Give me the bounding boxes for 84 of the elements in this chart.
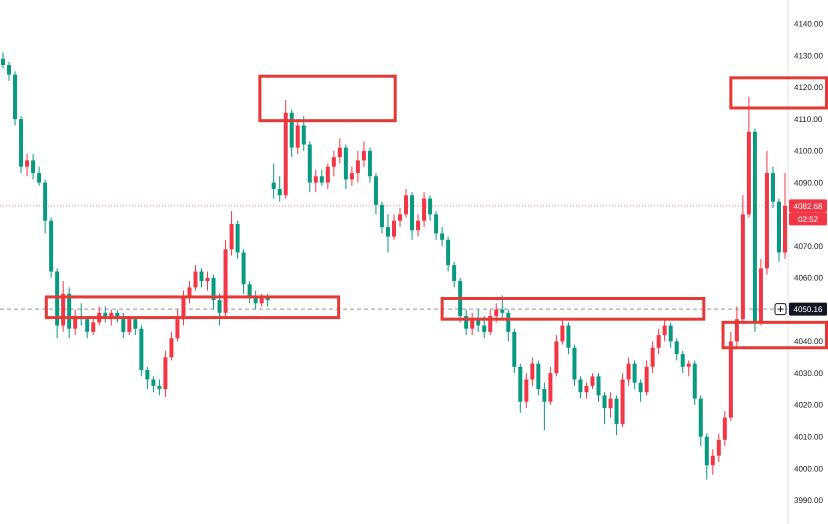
candlestick [1, 52, 5, 69]
candlestick [398, 208, 402, 228]
candlestick [716, 432, 721, 463]
candlestick [314, 169, 318, 193]
candlestick [386, 214, 390, 253]
candlestick [566, 322, 570, 355]
y-tick-label: 3990.00 [794, 496, 824, 506]
ref-line-label: 4050.16 [794, 305, 824, 314]
candlestick [151, 376, 156, 393]
candlestick [686, 360, 691, 377]
candlestick [302, 115, 306, 152]
candlestick [332, 150, 336, 177]
candlestick [560, 318, 564, 346]
candlestick [590, 372, 594, 390]
candlestick [638, 379, 643, 402]
candlestick [103, 306, 108, 323]
y-tick-label: 4100.00 [794, 146, 824, 156]
candlestick [200, 268, 204, 288]
candlestick [392, 214, 396, 240]
candlestick [434, 210, 438, 240]
candlestick [494, 302, 498, 323]
candlestick [338, 138, 342, 164]
candlestick [145, 366, 150, 390]
candlestick [578, 376, 582, 400]
candlestick [440, 226, 444, 247]
candlestick [31, 154, 36, 180]
candlestick [662, 318, 667, 342]
candlestick [169, 331, 174, 361]
candlestick [482, 315, 486, 339]
candlestick [422, 192, 426, 228]
candlestick [626, 356, 631, 386]
candlestick [404, 188, 408, 218]
candlestick [175, 309, 180, 342]
candlestick [608, 392, 613, 418]
candlestick [596, 372, 601, 402]
y-tick-label: 4110.00 [794, 114, 823, 124]
candlestick [680, 350, 685, 374]
candlestick [206, 271, 210, 292]
y-tick-label: 4040.00 [794, 337, 824, 346]
candlestick [452, 262, 456, 288]
candlestick [25, 154, 30, 177]
y-tick-label: 4010.00 [794, 432, 824, 442]
candlestick [380, 201, 384, 234]
candlestick [218, 293, 222, 326]
y-tick-label: 4060.00 [794, 274, 824, 283]
candlestick [656, 328, 661, 355]
annotation: 02:52 [798, 214, 819, 224]
candlestick [428, 194, 432, 222]
candlestick [7, 61, 12, 82]
candlestick [320, 169, 324, 186]
candlestick [650, 340, 655, 374]
y-tick-label: 4020.00 [794, 400, 824, 410]
candlestick [121, 312, 126, 339]
candlestick [157, 379, 162, 396]
candlestick [326, 163, 330, 190]
ref-line-label: 4082.68 [794, 202, 824, 211]
y-tick-label: 4130.00 [794, 51, 824, 60]
candlestick [272, 163, 276, 199]
candlestick [109, 309, 114, 326]
candlestick [530, 356, 534, 386]
candlestick [722, 410, 727, 447]
candlestick [668, 322, 673, 348]
candlestick [584, 382, 588, 400]
candlestick [602, 392, 607, 424]
candlestick [37, 166, 42, 186]
candlestick [278, 176, 282, 202]
candlestick [248, 280, 252, 304]
candlestick [632, 360, 637, 390]
y-tick-label: 4000.00 [794, 464, 824, 474]
candlestick [416, 214, 420, 238]
candlestick [350, 166, 354, 186]
candlestick [524, 372, 528, 409]
y-tick-label: 4030.00 [794, 368, 824, 378]
candlestick [500, 294, 504, 320]
candlestick [710, 448, 715, 476]
candlestick [674, 338, 679, 361]
candlestick [356, 150, 360, 184]
y-tick-label: 4120.00 [794, 83, 824, 92]
candlestick [542, 382, 546, 431]
candlestick [362, 140, 366, 168]
y-tick-label: 4140.00 [794, 20, 824, 29]
y-tick-label: 4090.00 [794, 178, 824, 188]
candlestick [193, 264, 198, 292]
y-tick-label: 4070.00 [794, 242, 824, 251]
